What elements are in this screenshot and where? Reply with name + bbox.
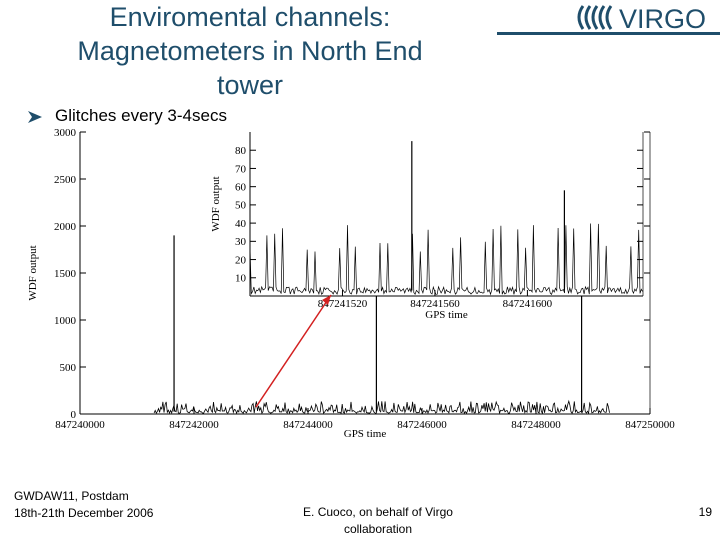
main-x-axis-title: GPS time <box>344 428 387 440</box>
inset-trace <box>249 223 643 296</box>
main-x-tick-label: 847248000 <box>511 419 561 431</box>
main-x-tick-label: 847242000 <box>169 419 219 431</box>
main-y-tick-label: 2000 <box>54 221 77 233</box>
inset-x-tick-label: 847241520 <box>318 298 368 310</box>
main-x-tick-label: 847240000 <box>55 419 105 431</box>
inset-x-axis-title: GPS time <box>425 309 468 321</box>
main-chart: 847240000 847242000 847244000 847246000 8472… <box>27 127 675 440</box>
main-y-tick-label: 1500 <box>54 268 77 280</box>
inset-y-tick-label: 30 <box>235 236 247 248</box>
inset-y-tick-label: 70 <box>235 163 247 175</box>
inset-x-tick-label: 847241600 <box>503 298 553 310</box>
pointer-arrow-head <box>322 295 331 305</box>
inset-y-tick-label: 40 <box>235 218 247 230</box>
inset-x-tick-label: 847241560 <box>410 298 460 310</box>
inset-y-axis-title: WDF output <box>210 176 222 231</box>
logo-underline <box>497 32 720 35</box>
main-trace <box>153 399 610 415</box>
inset-chart: 847241520 847241560 847241600 10 20 30 40 50 60 7… <box>210 132 644 321</box>
main-y-axis-title: WDF output <box>27 245 39 300</box>
inset-background <box>250 132 643 296</box>
inset-y-tick-label: 60 <box>235 182 247 194</box>
inset-y-tick-label: 50 <box>235 200 247 212</box>
main-y-tick-label: 3000 <box>54 127 77 139</box>
main-y-tick-label: 1000 <box>54 315 77 327</box>
footer-left: GWDAW11, Postdam 18th-21th December 2006 <box>14 488 153 522</box>
footer-center-line-2: collaboration <box>343 522 413 536</box>
bullet-item: Glitches every 3-4secs <box>28 106 588 130</box>
inset-y-tick-label: 10 <box>235 273 247 285</box>
inset-y-tick-label: 80 <box>235 145 247 157</box>
main-x-tick-label: 847246000 <box>397 419 447 431</box>
footer-left-line-1: GWDAW11, Postdam <box>14 489 129 503</box>
bullet-text: Glitches every 3-4secs <box>55 106 227 125</box>
inset-y-tick-label: 20 <box>235 254 247 266</box>
virgo-logo: VIRGO <box>497 4 720 35</box>
bullet-arrow-icon <box>28 111 42 123</box>
pointer-arrow-line <box>255 294 332 408</box>
page-number: 19 <box>698 505 712 519</box>
slide-title-line-2: Magnetometers in North End <box>77 36 423 66</box>
main-y-tick-label: 500 <box>60 362 77 374</box>
footer-center: E. Cuoco, on behalf of Virgo collaborati… <box>270 504 486 538</box>
footer-center-line-1: E. Cuoco, on behalf of Virgo <box>303 505 453 519</box>
main-y-tick-label: 2500 <box>54 174 77 186</box>
main-y-tick-label: 0 <box>71 409 77 421</box>
slide-title-line-3: tower <box>216 70 284 100</box>
slide-title-line-1: Enviromental channels: <box>109 2 391 32</box>
logo-wordmark: VIRGO <box>619 4 706 34</box>
main-x-tick-label: 847244000 <box>283 419 333 431</box>
main-x-tick-label: 847250000 <box>625 419 675 431</box>
slide-title: Enviromental channels: Magnetometers in … <box>20 0 480 102</box>
footer-left-line-2: 18th-21th December 2006 <box>14 506 154 520</box>
